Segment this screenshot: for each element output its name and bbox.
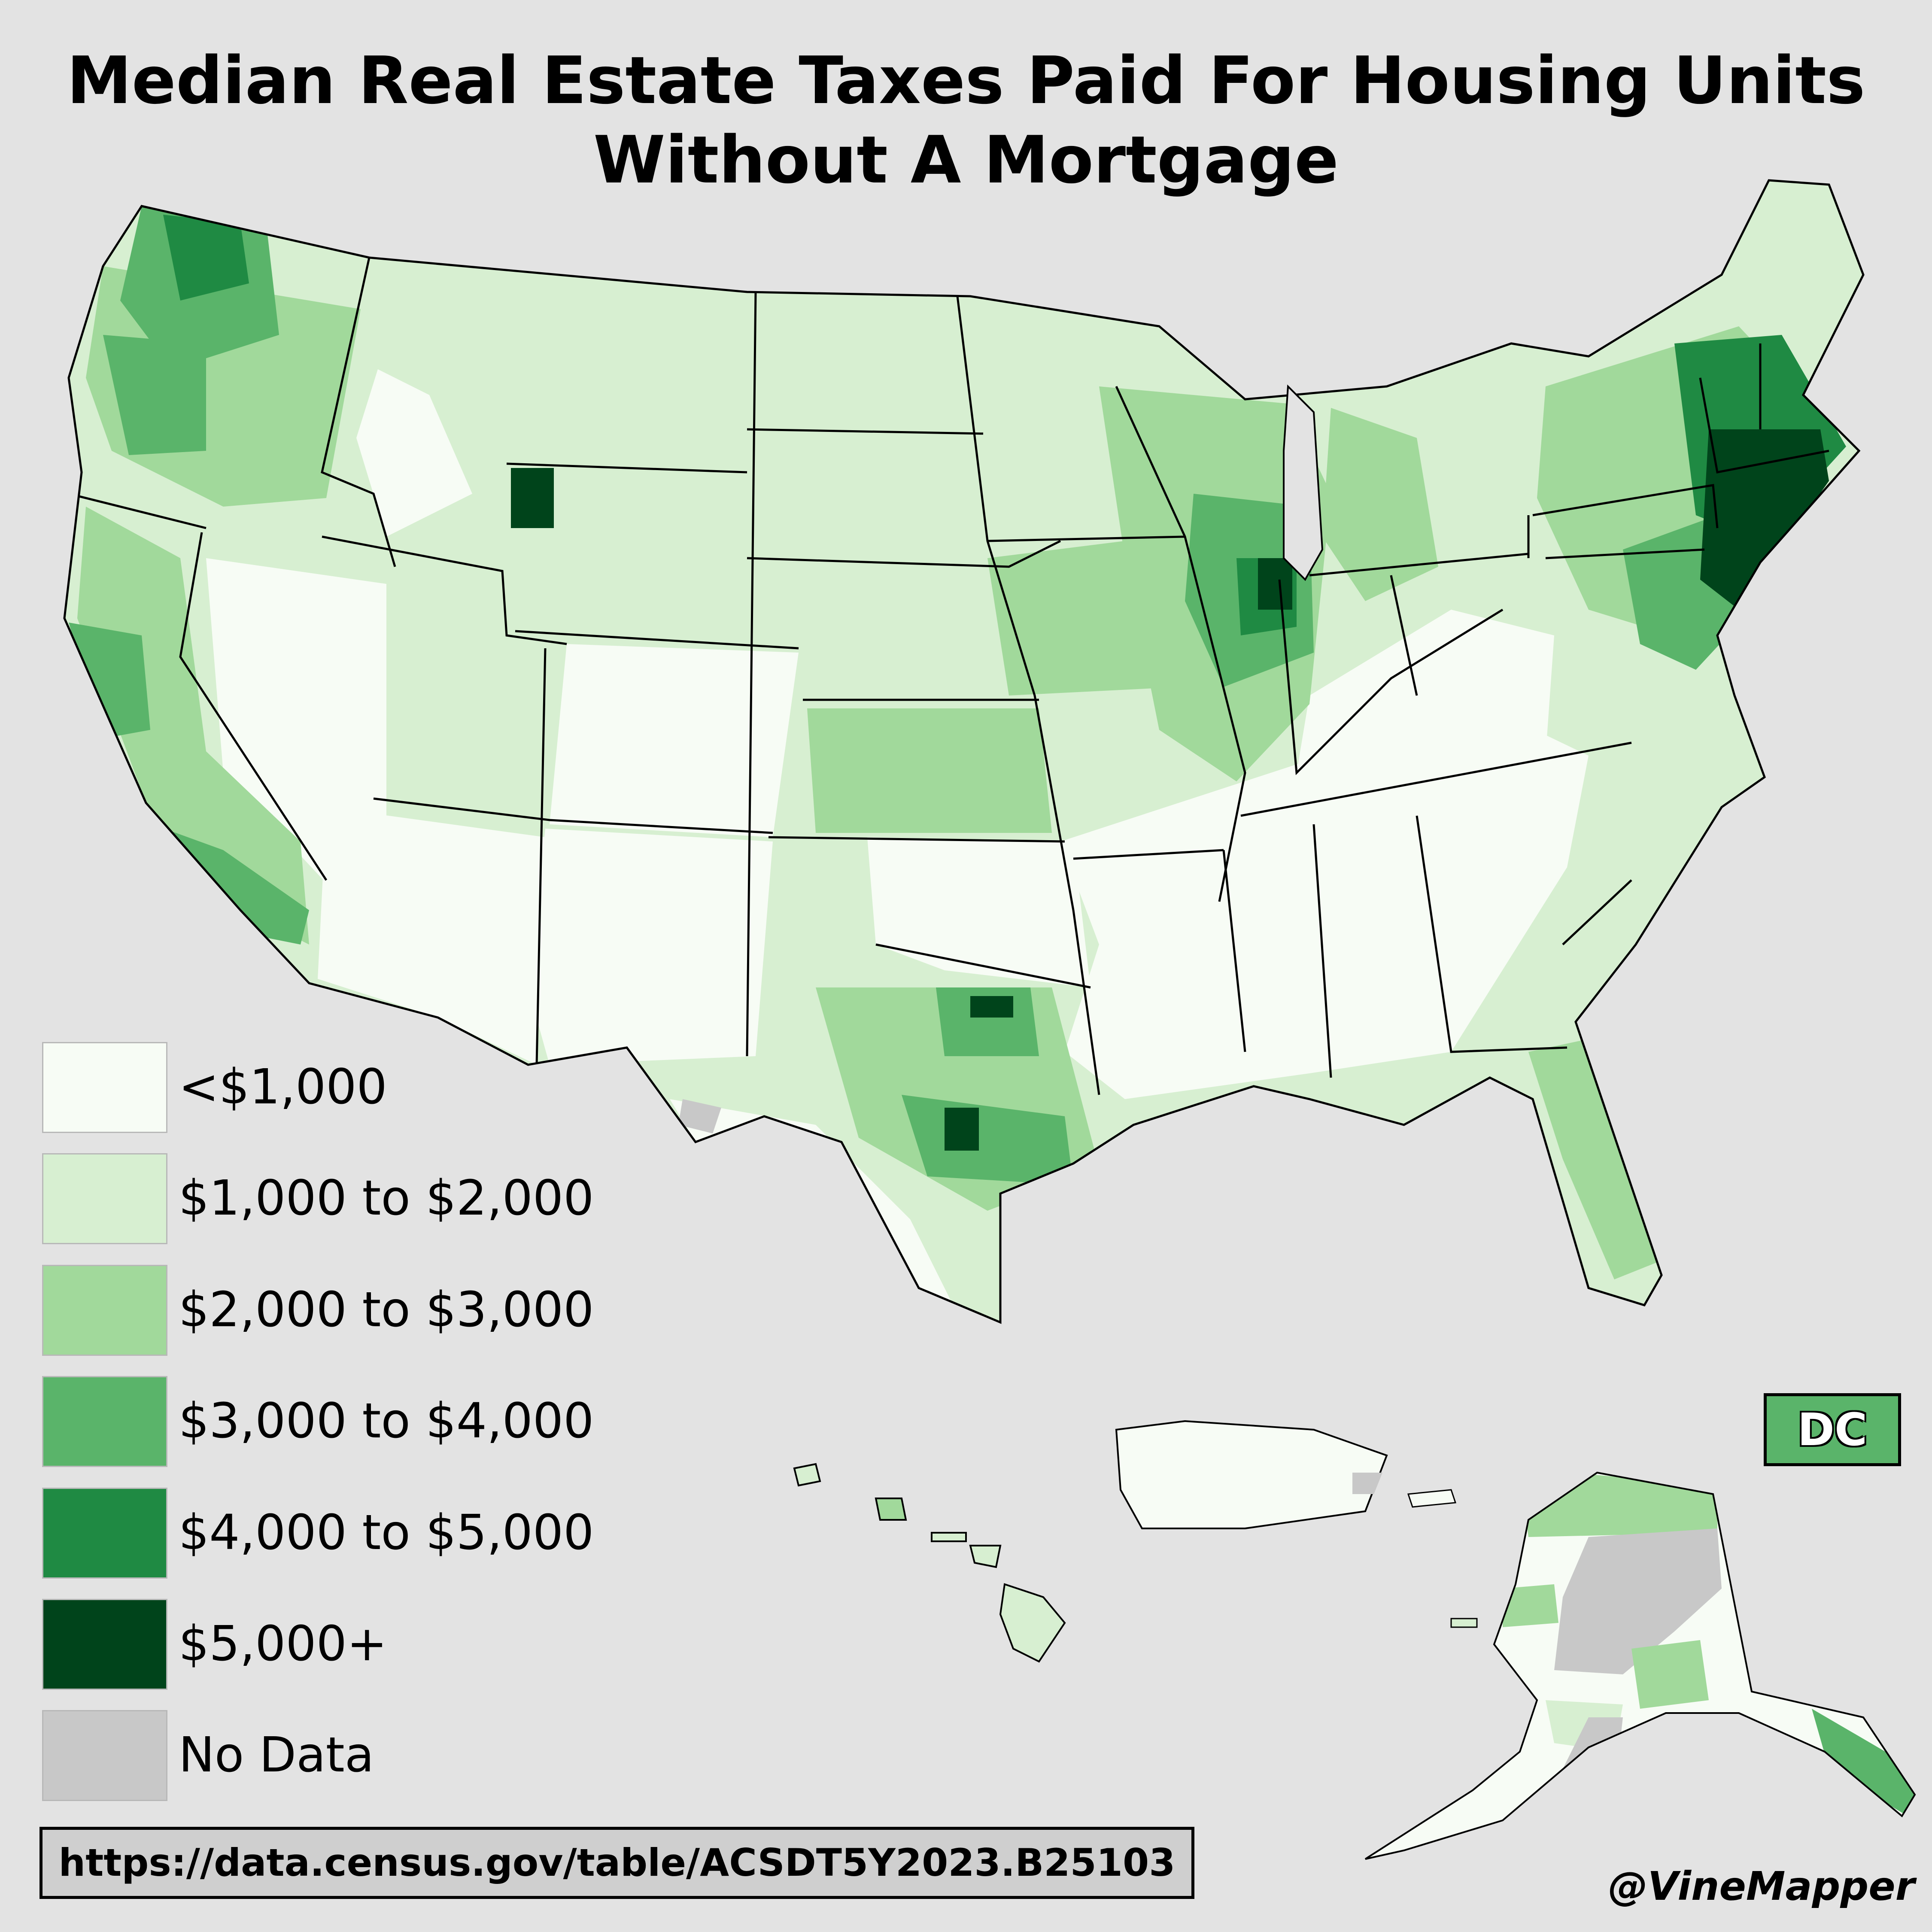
region-michigan-mid xyxy=(1322,408,1438,601)
puerto-rico-map xyxy=(1115,1420,1457,1529)
region-colorado-low xyxy=(550,644,799,837)
region-bay-area-high xyxy=(69,623,150,738)
legend-label: No Data xyxy=(179,1727,374,1783)
legend-swatch xyxy=(42,1488,167,1579)
legend-swatch xyxy=(42,1376,167,1467)
legend-swatch xyxy=(42,1265,167,1356)
source-url[interactable]: https://data.census.gov/table/ACSDT5Y202… xyxy=(39,1827,1194,1899)
region-austin-top xyxy=(945,1108,979,1151)
vieques-island xyxy=(1407,1489,1457,1508)
legend-label: $1,000 to $2,000 xyxy=(179,1170,594,1226)
region-no-data-texas xyxy=(678,1099,721,1133)
alaska-st-lawrence-island xyxy=(1450,1618,1478,1628)
title-line-1: Median Real Estate Taxes Paid For Housin… xyxy=(67,43,1865,118)
hawaii-big-island xyxy=(999,1583,1066,1663)
alaska-regions xyxy=(1503,1473,1915,1820)
legend-label: $3,000 to $4,000 xyxy=(179,1393,594,1449)
region-chicago-top xyxy=(1258,558,1292,610)
legend-swatch xyxy=(42,1042,167,1133)
region-iowa-mid xyxy=(987,537,1181,696)
author-credit: @VineMapper xyxy=(1608,1863,1915,1909)
hawaii-molokai xyxy=(931,1532,967,1542)
region-oklahoma-low xyxy=(867,837,1091,987)
hawaii-oahu xyxy=(875,1498,907,1521)
region-nyc-nj-top xyxy=(1700,429,1829,610)
region-california-mid xyxy=(77,507,309,945)
legend-label: $2,000 to $3,000 xyxy=(179,1282,594,1338)
region-florida-mid xyxy=(1528,1039,1657,1279)
alaska-south-mid xyxy=(1631,1640,1709,1709)
region-idaho-low xyxy=(356,369,472,537)
hawaii-maui xyxy=(969,1545,1002,1568)
alaska-west-mid xyxy=(1503,1584,1558,1627)
hawaii-kauai xyxy=(793,1463,821,1487)
title-line-2: Without A Mortgage xyxy=(593,122,1339,198)
legend-label: $5,000+ xyxy=(179,1616,387,1672)
alaska-outline xyxy=(1364,1471,1916,1860)
region-southeast-low xyxy=(1060,704,1589,1099)
puerto-rico-shape xyxy=(1115,1420,1388,1529)
legend-label: $4,000 to $5,000 xyxy=(179,1505,594,1561)
region-appalachia-low xyxy=(1297,610,1554,807)
dc-inset-box: DC xyxy=(1764,1393,1901,1466)
us-outline xyxy=(63,179,1865,1324)
region-arizona-low xyxy=(318,807,545,1065)
alaska-map xyxy=(1364,1471,1916,1860)
legend-swatch xyxy=(42,1599,167,1690)
alaska-interior-no-data xyxy=(1554,1528,1722,1674)
region-oregon-high xyxy=(103,335,206,455)
region-kansas-mid xyxy=(807,708,1052,833)
lake-michigan xyxy=(1283,384,1324,581)
state-borders xyxy=(68,257,1829,1095)
region-dallas-top xyxy=(970,996,1013,1018)
contiguous-us-map xyxy=(63,179,1865,1324)
map-title: Median Real Estate Taxes Paid For Housin… xyxy=(0,41,1932,200)
legend-label: <$1,000 xyxy=(179,1059,387,1115)
alaska-north-slope xyxy=(1520,1473,1717,1537)
alaska-panhandle-high xyxy=(1812,1709,1915,1820)
legend-swatch xyxy=(42,1710,167,1801)
region-seattle-veryhigh xyxy=(163,215,249,301)
region-southwest-low xyxy=(528,829,773,1065)
hawaii-map xyxy=(793,1463,1066,1663)
region-jackson-wy-top xyxy=(511,468,554,528)
legend-swatch xyxy=(42,1153,167,1244)
puerto-rico-no-data xyxy=(1352,1473,1382,1494)
